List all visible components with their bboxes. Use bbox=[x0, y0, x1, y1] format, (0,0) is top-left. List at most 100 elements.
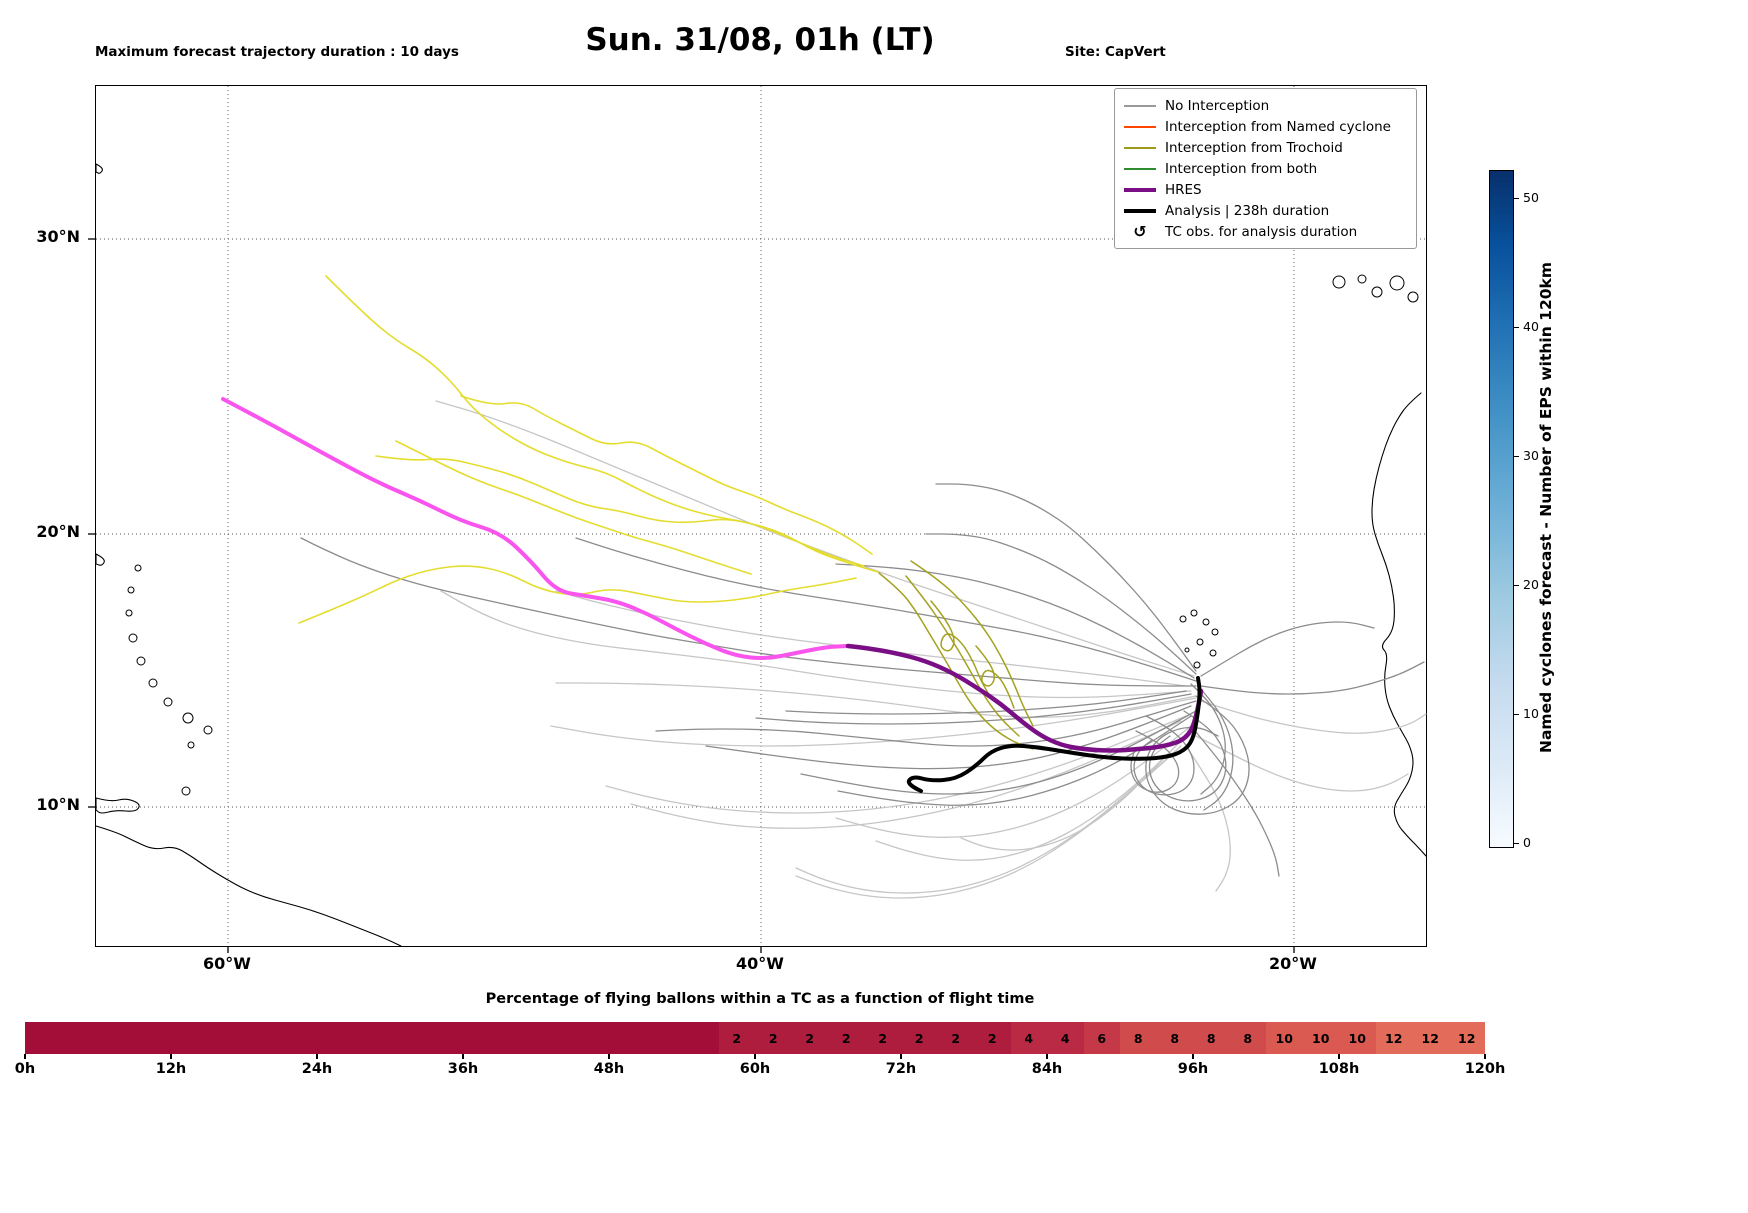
bar-axis-tick-label: 0h bbox=[14, 1061, 36, 1077]
colorbar-tick-label: 40 bbox=[1523, 319, 1539, 334]
bar-segment: 4 bbox=[1047, 1022, 1084, 1054]
legend-label: Analysis | 238h duration bbox=[1165, 202, 1330, 219]
colorbar-tick-mark bbox=[1514, 198, 1519, 200]
island bbox=[1202, 618, 1210, 626]
island bbox=[182, 712, 194, 724]
trajectory-eps-gray bbox=[1148, 710, 1227, 802]
bar-segment: 2 bbox=[755, 1022, 792, 1054]
trajectory-eps-gray bbox=[795, 745, 1182, 894]
colorbar-tick-mark bbox=[1514, 585, 1519, 587]
trajectory-eps-gray bbox=[575, 537, 1197, 682]
bar-segment: 2 bbox=[791, 1022, 828, 1054]
colorbar-tick-label: 30 bbox=[1523, 448, 1539, 463]
legend-line-sample bbox=[1124, 187, 1156, 192]
legend-label: TC obs. for analysis duration bbox=[1165, 223, 1358, 240]
trajectory-trochoid-yellow bbox=[395, 440, 752, 575]
africa-west-coast bbox=[1371, 392, 1427, 857]
legend-label: Interception from Named cyclone bbox=[1165, 118, 1391, 135]
island bbox=[128, 633, 138, 643]
topleft-fragment bbox=[95, 163, 103, 174]
trajectory-eps-gray bbox=[1200, 661, 1425, 695]
trajectory-eps-gray bbox=[300, 537, 1197, 687]
bar-segment: 8 bbox=[1120, 1022, 1157, 1054]
trajectory-trochoid-olive bbox=[878, 572, 1034, 750]
trajectory-eps-gray bbox=[1190, 725, 1280, 877]
island bbox=[1357, 274, 1367, 284]
island bbox=[203, 725, 213, 735]
bar-segment: 2 bbox=[901, 1022, 938, 1054]
legend-line-sample bbox=[1124, 167, 1156, 170]
island bbox=[125, 609, 133, 617]
island bbox=[1179, 615, 1187, 623]
island bbox=[1190, 609, 1198, 617]
trajectory-eps-gray bbox=[785, 690, 1187, 715]
trajectory-eps-gray bbox=[705, 705, 1192, 770]
legend-line-sample bbox=[1124, 208, 1156, 213]
map-canvas bbox=[88, 86, 1427, 953]
bar-segment: 2 bbox=[828, 1022, 865, 1054]
y-tick-label: 10°N bbox=[36, 795, 80, 814]
trajectory-eps-gray bbox=[1190, 683, 1226, 795]
legend-row: Interception from Named cyclone bbox=[1124, 116, 1407, 137]
legend-row: No Interception bbox=[1124, 95, 1407, 116]
bar-axis-tick-mark bbox=[1484, 1054, 1486, 1059]
island bbox=[1193, 661, 1201, 669]
bar-axis-tick-mark bbox=[316, 1054, 318, 1059]
bar-axis-tick-label: 60h bbox=[739, 1061, 771, 1077]
bar-axis-tick-mark bbox=[170, 1054, 172, 1059]
trajectory-eps-gray bbox=[875, 735, 1187, 861]
trajectory-eps-gray bbox=[435, 400, 1195, 677]
trajectory-eps-gray bbox=[1195, 735, 1409, 792]
island bbox=[148, 678, 158, 688]
trajectory-eps-gray bbox=[440, 590, 1192, 699]
trajectory-eps-gray bbox=[655, 700, 1197, 747]
island bbox=[1332, 275, 1346, 289]
trajectory-eps-gray bbox=[1200, 621, 1375, 677]
trajectory-eps-gray bbox=[1200, 700, 1427, 734]
colorbar bbox=[1489, 170, 1514, 848]
legend-row: Analysis | 238h duration bbox=[1124, 200, 1407, 221]
colorbar-tick-mark bbox=[1514, 327, 1519, 329]
island bbox=[127, 586, 135, 594]
trajectory-eps-gray bbox=[925, 533, 1197, 675]
legend-row: Interception from both bbox=[1124, 158, 1407, 179]
bar-chart-title: Percentage of flying ballons within a TC… bbox=[485, 991, 1035, 1007]
island bbox=[163, 697, 173, 707]
y-tick-label: 30°N bbox=[36, 227, 80, 246]
bar-axis-tick-label: 96h bbox=[1177, 1061, 1209, 1077]
trajectory-trochoid-olive bbox=[910, 560, 1034, 727]
trajectory-eps-gray bbox=[630, 720, 1182, 829]
trajectory-eps-gray bbox=[935, 483, 1197, 672]
x-tick-label: 60°W bbox=[203, 954, 251, 973]
map-frame: No Interception Interception from Named c… bbox=[88, 85, 1427, 953]
trajectory-trochoid-yellow bbox=[375, 455, 865, 567]
bar-axis-tick-label: 84h bbox=[1031, 1061, 1063, 1077]
venezuela-fragment bbox=[95, 797, 140, 814]
island bbox=[187, 741, 195, 749]
bar-axis-tick-mark bbox=[1338, 1054, 1340, 1059]
tc-obs-marker-icon: ↺ bbox=[1133, 221, 1147, 241]
trajectory-eps-gray bbox=[550, 697, 1197, 747]
legend-label: No Interception bbox=[1165, 97, 1270, 114]
colorbar-title: Named cyclones forecast - Number of EPS … bbox=[1537, 262, 1555, 754]
colorbar-tick-mark bbox=[1514, 456, 1519, 458]
colorbar-tick-label: 20 bbox=[1523, 577, 1539, 592]
bar-axis-tick-mark bbox=[754, 1054, 756, 1059]
island bbox=[1209, 649, 1217, 657]
bar-segment: 8 bbox=[1229, 1022, 1266, 1054]
bar-axis-tick-mark bbox=[900, 1054, 902, 1059]
bar-segment: 10 bbox=[1302, 1022, 1339, 1054]
island bbox=[134, 564, 142, 572]
trajectory-eps-gray bbox=[1185, 745, 1231, 892]
header-left-line: Maximum forecast trajectory duration : 1… bbox=[95, 44, 459, 60]
bar-segment bbox=[25, 1022, 719, 1054]
x-tick-label: 40°W bbox=[736, 954, 784, 973]
island bbox=[1371, 286, 1383, 298]
trajectory-trochoid-yellow bbox=[325, 275, 879, 573]
colorbar-tick-mark bbox=[1514, 714, 1519, 716]
bar-axis-tick-label: 48h bbox=[593, 1061, 625, 1077]
legend-label: Interception from Trochoid bbox=[1165, 139, 1343, 156]
colorbar-tick-label: 0 bbox=[1523, 835, 1531, 850]
bar-axis-tick-label: 108h bbox=[1318, 1061, 1360, 1077]
